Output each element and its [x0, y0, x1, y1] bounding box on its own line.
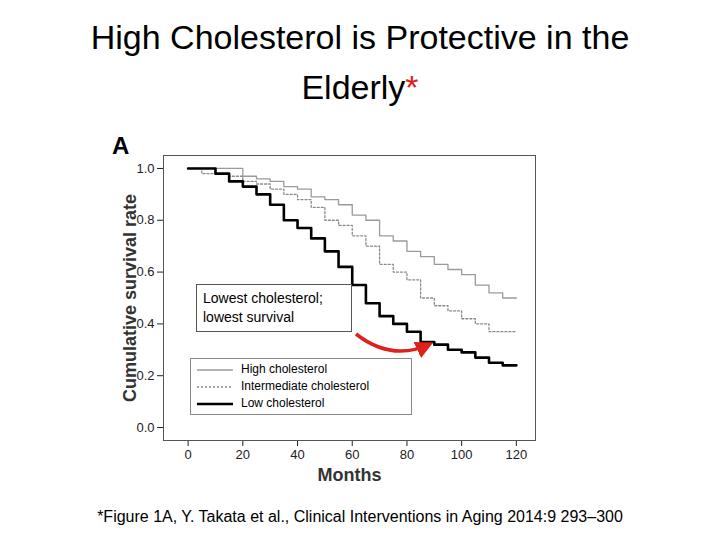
html-text:Lowest cholesterol; lowest sur: Lowest cholesterol; lowest survival — [203, 290, 323, 325]
html-text:High cholesterol: High cholesterol — [241, 362, 327, 376]
html-text:Low cholesterol: Low cholesterol — [241, 396, 325, 410]
svg-text:40: 40 — [290, 447, 304, 462]
svg-text:0.0: 0.0 — [136, 420, 154, 435]
svg-text:80: 80 — [400, 447, 414, 462]
svg-text:100: 100 — [451, 447, 473, 462]
html-text:*Figure 1A, Y. Takata et al.,: *Figure 1A, Y. Takata et al., Clinical I… — [97, 508, 623, 525]
svg-text:0.2: 0.2 — [136, 367, 155, 383]
html-text:Intermediate cholesterol: Intermediate cholesterol — [241, 379, 370, 393]
svg-text:0.6: 0.6 — [136, 264, 155, 280]
html-text:High Cholesterol is Protective: High Cholesterol is Protective in the El… — [90, 18, 630, 106]
svg-text:20: 20 — [236, 447, 250, 462]
svg-text:0.4: 0.4 — [136, 316, 155, 332]
svg-text:Months: Months — [318, 465, 382, 485]
svg-text:0.8: 0.8 — [136, 212, 155, 228]
svg-text:1.0: 1.0 — [136, 161, 154, 176]
svg-text:0: 0 — [185, 447, 192, 462]
svg-text:Cumulative survival rate: Cumulative survival rate — [120, 194, 140, 402]
html-text:A: A — [112, 132, 130, 159]
svg-text:60: 60 — [345, 447, 359, 462]
svg-text:120: 120 — [506, 447, 528, 462]
